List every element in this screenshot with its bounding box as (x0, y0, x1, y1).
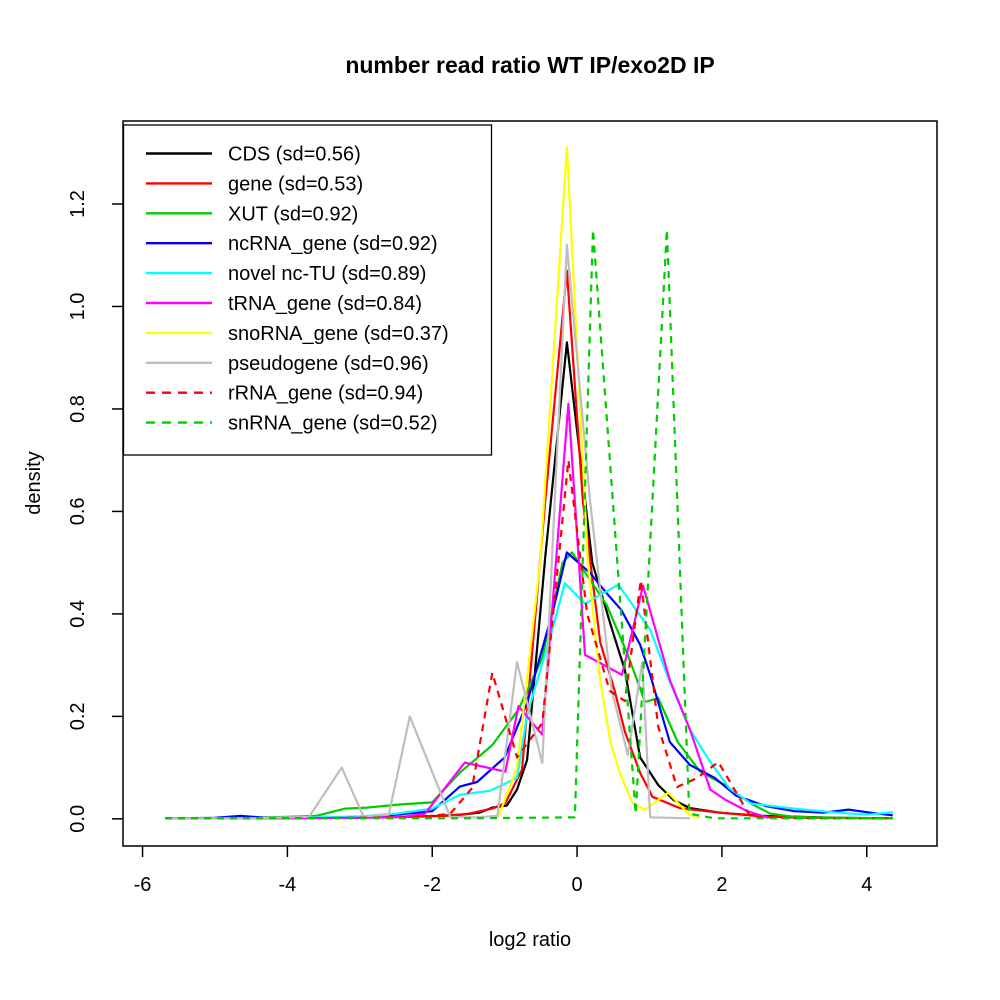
x-tick-label: -4 (278, 874, 296, 896)
pseudogene-curve (165, 243, 691, 820)
legend-item: snRNA_gene (sd=0.52) (146, 413, 438, 435)
legend: CDS (sd=0.56) gene (sd=0.53) XUT (sd=0.92)… (122, 124, 493, 456)
y-axis-ticks: 0.0 0.2 0.4 0.6 0.8 1.0 1.2 (67, 190, 123, 833)
xut-curve (164, 551, 893, 820)
chart-title: number read ratio WT IP/exo2D IP (345, 52, 714, 78)
gene-legend-label: gene (sd=0.53) (228, 173, 363, 195)
y-tick-label: 1.0 (67, 293, 89, 321)
cds-legend-label: CDS (sd=0.56) (228, 144, 361, 166)
snorna-gene-curve (497, 146, 701, 819)
x-tick-label: 0 (572, 874, 583, 896)
y-tick-label: 0.8 (67, 395, 89, 423)
legend-item: CDS (sd=0.56) (146, 144, 361, 166)
x-axis-ticks: -6 -4 -2 0 2 4 (134, 846, 872, 896)
x-tick-label: 2 (716, 874, 727, 896)
xut-legend-label: XUT (sd=0.92) (228, 203, 358, 225)
rrna-gene-curve (165, 459, 893, 820)
legend-item: novel nc-TU (sd=0.89) (146, 263, 426, 285)
y-tick-label: 0.0 (67, 805, 89, 833)
legend-item: tRNA_gene (sd=0.84) (146, 293, 422, 315)
trna-gene-curve (165, 402, 769, 820)
rrna-gene-legend-label: rRNA_gene (sd=0.94) (228, 383, 423, 405)
y-tick-label: 0.6 (67, 497, 89, 525)
x-tick-label: -6 (134, 874, 152, 896)
snrna-gene-legend-label: snRNA_gene (sd=0.52) (228, 413, 438, 435)
legend-item: rRNA_gene (sd=0.94) (146, 383, 423, 405)
ncrna-gene-legend-label: ncRNA_gene (sd=0.92) (228, 233, 438, 255)
y-tick-label: 0.2 (67, 702, 89, 730)
snrna-gene-curve (165, 228, 893, 820)
x-tick-label: 4 (861, 874, 872, 896)
snorna-gene-legend-label: snoRNA_gene (sd=0.37) (228, 323, 449, 345)
y-tick-label: 0.4 (67, 600, 89, 628)
legend-item: snoRNA_gene (sd=0.37) (146, 323, 449, 345)
pseudogene-legend-label: pseudogene (sd=0.96) (228, 353, 429, 375)
plot-frame (122, 120, 938, 847)
legend-item: pseudogene (sd=0.96) (146, 353, 429, 375)
x-tick-label: -2 (423, 874, 441, 896)
y-tick-label: 1.2 (67, 190, 89, 218)
legend-item: gene (sd=0.53) (146, 173, 363, 195)
legend-item: ncRNA_gene (sd=0.92) (146, 233, 438, 255)
y-axis-label: density (23, 451, 45, 514)
legend-box (122, 124, 493, 456)
novel-nc-tu-legend-label: novel nc-TU (sd=0.89) (228, 263, 426, 285)
x-axis-label: log2 ratio (489, 929, 571, 951)
trna-gene-legend-label: tRNA_gene (sd=0.84) (228, 293, 422, 315)
legend-item: XUT (sd=0.92) (146, 203, 358, 225)
curves (164, 146, 893, 820)
